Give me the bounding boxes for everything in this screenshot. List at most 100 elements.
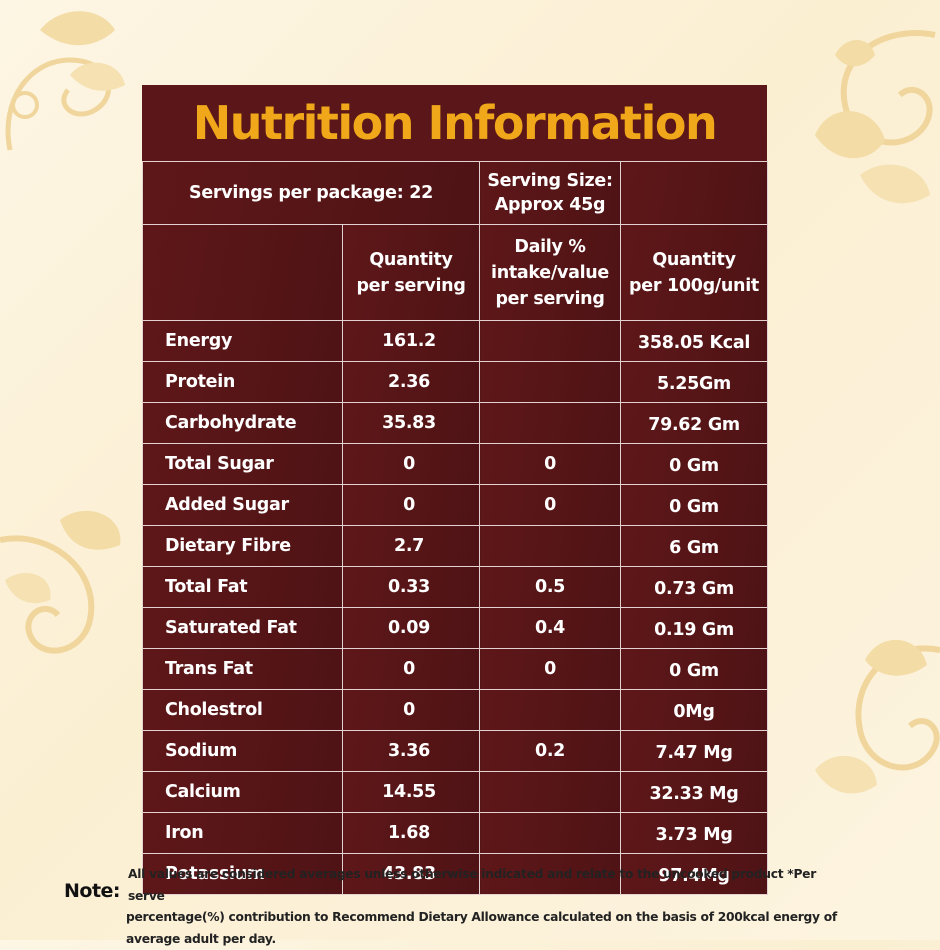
header-text: per 100g/unit [621, 273, 767, 299]
footnote: Note: All values are considered averages… [64, 860, 884, 930]
quantity-per-serving: 0.09 [343, 608, 480, 649]
nutrient-name: Protein [143, 362, 343, 403]
floral-decoration-right [795, 620, 940, 820]
daily-intake [480, 690, 621, 731]
header-text: Quantity [621, 247, 767, 273]
quantity-per-100g: 0.73 Gm [621, 567, 768, 608]
daily-intake [480, 526, 621, 567]
daily-intake [480, 403, 621, 444]
nutrient-name: Added Sugar [143, 485, 343, 526]
floral-swirl-icon [775, 15, 940, 215]
daily-intake: 0 [480, 485, 621, 526]
header-text: per serving [343, 273, 479, 299]
quantity-per-serving: 0 [343, 690, 480, 731]
header-text: Daily % [480, 234, 620, 260]
floral-decoration-top-left [0, 0, 150, 170]
floral-swirl-icon [0, 500, 140, 680]
header-quantity-per-serving: Quantity per serving [343, 225, 480, 321]
header-row: Quantity per serving Daily % intake/valu… [143, 225, 768, 321]
nutrient-name: Calcium [143, 772, 343, 813]
nutrient-name: Total Fat [143, 567, 343, 608]
quantity-per-100g: 0 Gm [621, 444, 768, 485]
daily-intake: 0.5 [480, 567, 621, 608]
daily-intake [480, 321, 621, 362]
serving-size-line2: Approx 45g [480, 193, 620, 217]
quantity-per-100g: 0 Gm [621, 485, 768, 526]
daily-intake [480, 772, 621, 813]
quantity-per-100g: 7.47 Mg [621, 731, 768, 772]
serving-empty-cell [621, 162, 768, 225]
quantity-per-serving: 0.33 [343, 567, 480, 608]
quantity-per-100g: 0Mg [621, 690, 768, 731]
header-text: intake/value [480, 260, 620, 286]
nutrition-table: Servings per package: 22 Serving Size: A… [142, 161, 768, 895]
serving-row: Servings per package: 22 Serving Size: A… [143, 162, 768, 225]
quantity-per-serving: 0 [343, 444, 480, 485]
floral-decoration-left [0, 500, 140, 680]
daily-intake: 0.2 [480, 731, 621, 772]
note-label: Note: [64, 880, 120, 902]
quantity-per-serving: 0 [343, 485, 480, 526]
quantity-per-serving: 1.68 [343, 813, 480, 854]
quantity-per-100g: 79.62 Gm [621, 403, 768, 444]
nutrient-name: Trans Fat [143, 649, 343, 690]
header-empty-cell [143, 225, 343, 321]
serving-size-line1: Serving Size: [480, 169, 620, 193]
daily-intake [480, 813, 621, 854]
page-title: Nutrition Information [193, 96, 717, 150]
header-daily-intake: Daily % intake/value per serving [480, 225, 621, 321]
daily-intake: 0 [480, 649, 621, 690]
floral-swirl-icon [795, 620, 940, 820]
daily-intake: 0 [480, 444, 621, 485]
quantity-per-serving: 3.36 [343, 731, 480, 772]
note-line: All values are considered averages unles… [126, 864, 846, 907]
daily-intake: 0.4 [480, 608, 621, 649]
floral-swirl-icon [0, 0, 150, 170]
serving-size: Serving Size: Approx 45g [480, 162, 621, 225]
quantity-per-100g: 0 Gm [621, 649, 768, 690]
servings-per-package: Servings per package: 22 [143, 162, 480, 225]
nutrient-name: Sodium [143, 731, 343, 772]
nutrient-name: Dietary Fibre [143, 526, 343, 567]
quantity-per-100g: 6 Gm [621, 526, 768, 567]
quantity-per-serving: 2.36 [343, 362, 480, 403]
nutrient-name: Iron [143, 813, 343, 854]
daily-intake [480, 362, 621, 403]
header-text: per serving [480, 286, 620, 312]
note-line: percentage(%) contribution to Recommend … [126, 907, 846, 929]
quantity-per-serving: 2.7 [343, 526, 480, 567]
quantity-per-100g: 358.05 Kcal [621, 321, 768, 362]
floral-decoration-top-right [775, 15, 940, 215]
quantity-per-serving: 35.83 [343, 403, 480, 444]
nutrient-name: Cholestrol [143, 690, 343, 731]
quantity-per-100g: 32.33 Mg [621, 772, 768, 813]
title-bar: Nutrition Information [142, 85, 767, 161]
quantity-per-100g: 5.25Gm [621, 362, 768, 403]
note-text: All values are considered averages unles… [126, 864, 846, 950]
header-text: Quantity [343, 247, 479, 273]
nutrition-panel: Nutrition Information Servings per packa… [142, 85, 767, 895]
quantity-per-serving: 0 [343, 649, 480, 690]
header-quantity-per-100g: Quantity per 100g/unit [621, 225, 768, 321]
nutrient-name: Saturated Fat [143, 608, 343, 649]
quantity-per-100g: 0.19 Gm [621, 608, 768, 649]
nutrient-name: Energy [143, 321, 343, 362]
note-line: average adult per day. [126, 929, 846, 950]
quantity-per-serving: 161.2 [343, 321, 480, 362]
quantity-per-100g: 3.73 Mg [621, 813, 768, 854]
nutrient-name: Carbohydrate [143, 403, 343, 444]
nutrient-name: Total Sugar [143, 444, 343, 485]
